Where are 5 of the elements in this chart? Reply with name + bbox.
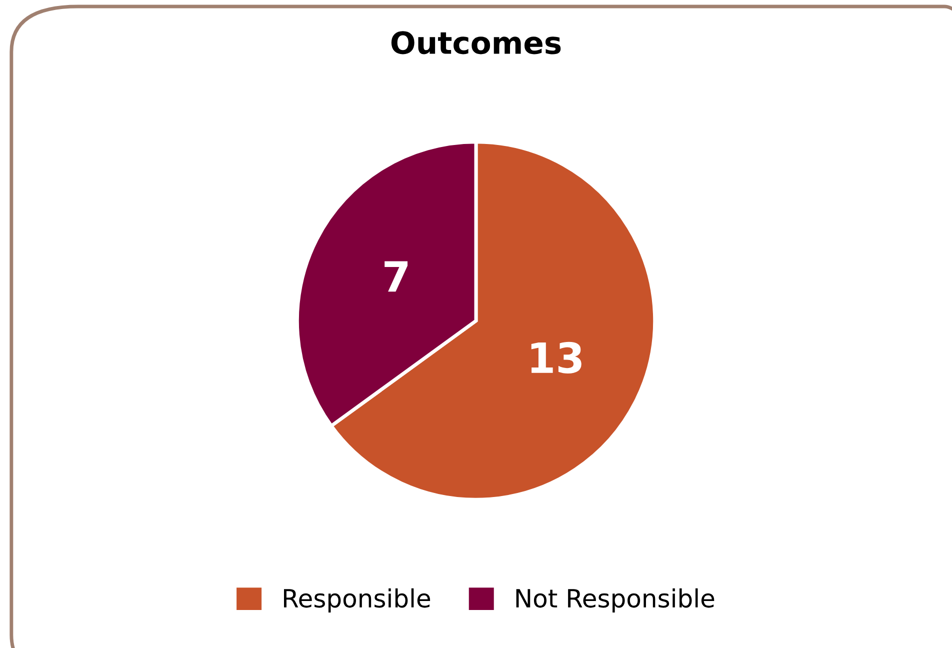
chart-title: Outcomes xyxy=(391,31,561,54)
data-label: 13 xyxy=(531,342,582,374)
data-label: 7 xyxy=(384,261,408,292)
legend-label: Not Responsible xyxy=(516,588,714,613)
legend-label: Responsible xyxy=(284,588,430,613)
